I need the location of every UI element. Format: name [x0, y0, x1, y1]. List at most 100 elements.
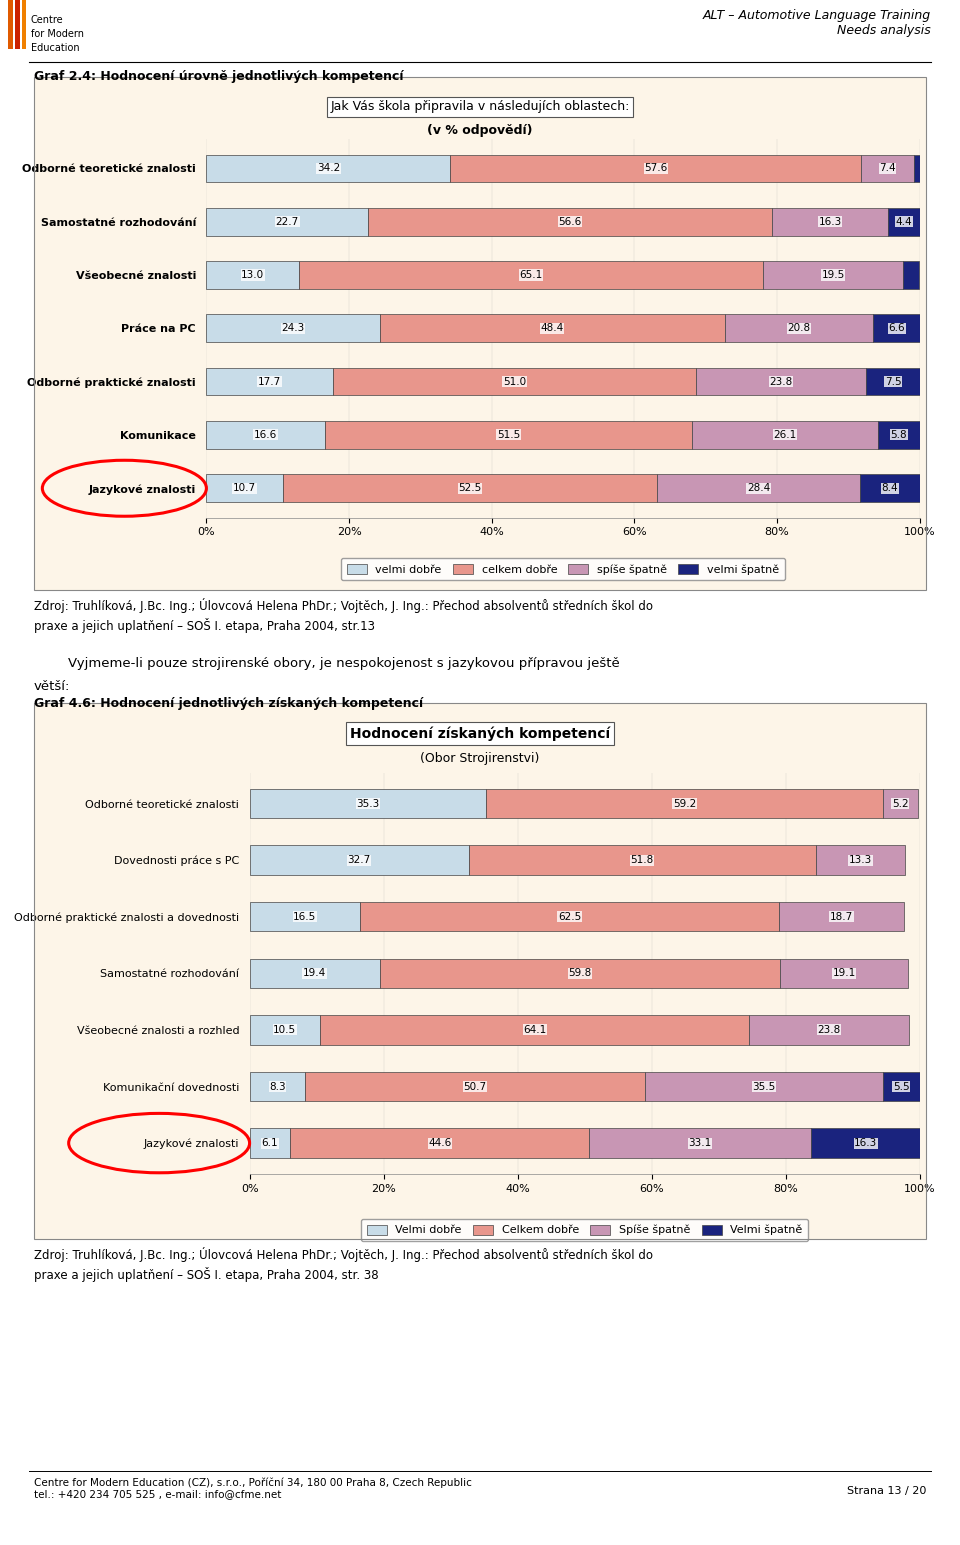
Text: 16.3: 16.3: [819, 216, 842, 227]
Text: 51.8: 51.8: [631, 856, 654, 865]
Text: 5.5: 5.5: [893, 1082, 909, 1091]
Bar: [360, 902, 779, 932]
Text: 65.1: 65.1: [519, 270, 543, 280]
Text: (Obor Strojirenstvi): (Obor Strojirenstvi): [420, 752, 540, 765]
Text: 19.4: 19.4: [303, 969, 326, 978]
Text: 64.1: 64.1: [523, 1024, 546, 1035]
Bar: [320, 1015, 750, 1044]
Bar: [811, 1128, 921, 1157]
Bar: [206, 154, 450, 182]
Text: 23.8: 23.8: [818, 1024, 841, 1035]
Text: 13.3: 13.3: [849, 856, 872, 865]
Text: 62.5: 62.5: [558, 912, 581, 922]
Text: 7.4: 7.4: [879, 164, 896, 173]
Bar: [206, 315, 380, 341]
Bar: [250, 902, 360, 932]
Bar: [902, 261, 919, 289]
Text: 10.5: 10.5: [274, 1024, 297, 1035]
Text: 24.3: 24.3: [281, 323, 304, 334]
Text: 6.6: 6.6: [889, 323, 905, 334]
Text: 26.1: 26.1: [774, 430, 797, 440]
Legend: velmi dobře, celkem dobře, spíše špatně, velmi špatně: velmi dobře, celkem dobře, spíše špatně,…: [341, 558, 785, 581]
Text: 59.8: 59.8: [568, 969, 591, 978]
Text: 13.0: 13.0: [241, 270, 264, 280]
Text: 22.7: 22.7: [276, 216, 299, 227]
Bar: [772, 209, 888, 235]
Bar: [866, 368, 920, 396]
Bar: [206, 209, 369, 235]
Bar: [206, 261, 300, 289]
Text: 8.4: 8.4: [881, 484, 898, 493]
Bar: [333, 368, 696, 396]
Text: 4.4: 4.4: [896, 216, 912, 227]
Bar: [883, 1072, 920, 1102]
Bar: [250, 1015, 320, 1044]
Bar: [380, 315, 725, 341]
Bar: [250, 958, 379, 989]
Bar: [206, 474, 283, 502]
Text: Vyjmeme-li pouze strojirenské obory, je nespokojenost s jazykovou přípravou ješt: Vyjmeme-li pouze strojirenské obory, je …: [34, 657, 619, 669]
Bar: [750, 1015, 909, 1044]
Text: 35.3: 35.3: [356, 799, 379, 808]
Bar: [291, 1128, 589, 1157]
Text: Education: Education: [31, 43, 80, 53]
Bar: [780, 958, 908, 989]
Bar: [883, 789, 918, 819]
Text: Jak Vás škola připravila v následujích oblastech:: Jak Vás škola připravila v následujích o…: [330, 100, 630, 113]
Text: 51.0: 51.0: [503, 377, 526, 386]
Text: (v % odpovědí): (v % odpovědí): [427, 124, 533, 136]
Text: Strana 13 / 20: Strana 13 / 20: [847, 1486, 926, 1496]
Bar: [305, 1072, 645, 1102]
Text: 23.8: 23.8: [770, 377, 793, 386]
Bar: [692, 422, 878, 448]
Text: 50.7: 50.7: [464, 1082, 487, 1091]
Text: 19.1: 19.1: [832, 969, 856, 978]
Text: 19.5: 19.5: [822, 270, 845, 280]
Bar: [379, 958, 780, 989]
Text: 17.7: 17.7: [258, 377, 281, 386]
Text: Graf 4.6: Hodnocení jednotlivých získaných kompetencí: Graf 4.6: Hodnocení jednotlivých získaný…: [34, 697, 422, 709]
Text: 28.4: 28.4: [747, 484, 770, 493]
Text: 34.2: 34.2: [317, 164, 340, 173]
Bar: [206, 368, 333, 396]
Text: 6.1: 6.1: [262, 1139, 278, 1148]
Bar: [645, 1072, 883, 1102]
Text: 16.3: 16.3: [854, 1139, 877, 1148]
Bar: [450, 154, 861, 182]
Bar: [914, 154, 921, 182]
Text: praxe a jejich uplatňení – SOŠ I. etapa, Praha 2004, str. 38: praxe a jejich uplatňení – SOŠ I. etapa,…: [34, 1267, 378, 1282]
Bar: [300, 261, 763, 289]
Bar: [763, 261, 902, 289]
Text: 56.6: 56.6: [559, 216, 582, 227]
Bar: [369, 209, 772, 235]
Text: 57.6: 57.6: [644, 164, 667, 173]
Bar: [250, 789, 486, 819]
Text: 59.2: 59.2: [673, 799, 696, 808]
Text: ALT – Automotive Language Training
Needs analysis: ALT – Automotive Language Training Needs…: [703, 9, 931, 37]
Text: 33.1: 33.1: [688, 1139, 712, 1148]
Text: praxe a jejich uplatňení – SOŠ I. etapa, Praha 2004, str.13: praxe a jejich uplatňení – SOŠ I. etapa,…: [34, 618, 374, 633]
Text: 35.5: 35.5: [753, 1082, 776, 1091]
Text: 20.8: 20.8: [787, 323, 810, 334]
Text: Zdroj: Truhlíková, J.Bc. Ing.; Úlovcová Helena PhDr.; Vojtěch, J. Ing.: Přechod : Zdroj: Truhlíková, J.Bc. Ing.; Úlovcová …: [34, 598, 653, 613]
Bar: [874, 315, 921, 341]
Bar: [696, 368, 866, 396]
Bar: [779, 902, 904, 932]
Bar: [250, 1128, 291, 1157]
Text: 7.5: 7.5: [884, 377, 901, 386]
Legend: Velmi dobře, Celkem dobře, Spíše špatně, Velmi špatně: Velmi dobře, Celkem dobře, Spíše špatně,…: [361, 1219, 808, 1241]
Text: 44.6: 44.6: [428, 1139, 451, 1148]
Bar: [283, 474, 658, 502]
Text: 52.5: 52.5: [458, 484, 482, 493]
Text: 16.5: 16.5: [293, 912, 317, 922]
Bar: [206, 422, 324, 448]
Text: 48.4: 48.4: [540, 323, 564, 334]
Bar: [860, 474, 920, 502]
Text: 5.2: 5.2: [892, 799, 908, 808]
Bar: [725, 315, 874, 341]
Text: Zdroj: Truhlíková, J.Bc. Ing.; Úlovcová Helena PhDr.; Vojtěch, J. Ing.: Přechod : Zdroj: Truhlíková, J.Bc. Ing.; Úlovcová …: [34, 1247, 653, 1262]
Bar: [486, 789, 883, 819]
Text: 10.7: 10.7: [233, 484, 256, 493]
Text: Hodnocení získaných kompetencí: Hodnocení získaných kompetencí: [350, 726, 610, 740]
Text: Centre: Centre: [31, 15, 63, 25]
